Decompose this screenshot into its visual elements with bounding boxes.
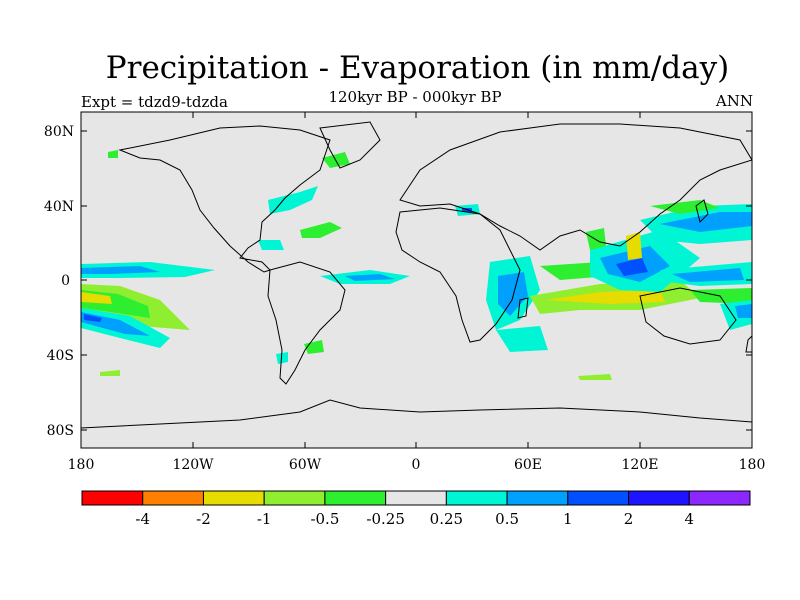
anomaly-patch bbox=[735, 304, 752, 318]
colorbar-label: -0.25 bbox=[366, 510, 404, 528]
anomaly-patch bbox=[660, 212, 752, 232]
colorbar-label: -0.5 bbox=[310, 510, 339, 528]
lat-tick-label: 40S bbox=[47, 348, 74, 364]
lon-tick-label: 60E bbox=[514, 457, 542, 473]
colorbar-swatch bbox=[385, 490, 447, 506]
japan-outline bbox=[695, 199, 709, 223]
anomaly-patch bbox=[276, 352, 288, 364]
lat-tick-label: 80S bbox=[47, 423, 74, 439]
colorbar-swatch bbox=[202, 490, 265, 506]
lat-tick-label: 0 bbox=[61, 273, 70, 289]
colorbar bbox=[81, 490, 751, 506]
anomaly-patch bbox=[690, 288, 752, 304]
colorbar-swatch bbox=[263, 490, 326, 506]
anomaly-patch bbox=[81, 292, 112, 304]
colorbar-swatch bbox=[324, 490, 387, 506]
chart-title: Precipitation - Evaporation (in mm/day) bbox=[105, 50, 730, 86]
tick-marks bbox=[80, 112, 753, 448]
coastlines bbox=[80, 121, 753, 429]
colorbar-label: 0.25 bbox=[430, 510, 463, 528]
colorbar-label: 1 bbox=[563, 510, 573, 528]
lon-tick-label: 0 bbox=[412, 457, 421, 473]
colorbar-label: -2 bbox=[196, 510, 211, 528]
colorbar-swatch bbox=[628, 490, 690, 506]
anomaly-patches bbox=[81, 150, 752, 380]
colorbar-label: -4 bbox=[135, 510, 150, 528]
lat-tick-label: 80N bbox=[44, 124, 74, 140]
anomaly-patch bbox=[258, 240, 284, 250]
anomaly-patch bbox=[578, 374, 612, 380]
lon-tick-label: 120E bbox=[622, 457, 659, 473]
experiment-label: Expt = tdzd9-tdzda bbox=[81, 93, 228, 111]
lon-tick-label: 180 bbox=[739, 457, 766, 473]
colorbar-swatch bbox=[142, 490, 204, 506]
anomaly-patch bbox=[616, 258, 648, 276]
colorbar-label: 4 bbox=[684, 510, 694, 528]
anomaly-patch bbox=[586, 228, 606, 250]
lon-tick-label: 180 bbox=[68, 457, 95, 473]
anomaly-patch bbox=[545, 290, 665, 304]
antarctica-outline bbox=[80, 399, 753, 429]
season-label: ANN bbox=[715, 92, 753, 110]
colorbar-swatch bbox=[506, 490, 569, 506]
australia-outline bbox=[639, 287, 737, 345]
africa-outline bbox=[395, 207, 521, 343]
colorbar-label: -1 bbox=[257, 510, 272, 528]
anomaly-patch bbox=[345, 274, 395, 281]
eurasia-outline bbox=[399, 123, 753, 251]
south-america-outline bbox=[267, 261, 346, 385]
anomaly-patch bbox=[650, 200, 720, 214]
colorbar-swatch bbox=[688, 490, 751, 506]
greenland-outline bbox=[319, 121, 381, 169]
colorbar-swatch bbox=[567, 490, 630, 506]
colorbar-label: 0.5 bbox=[495, 510, 519, 528]
anomaly-patch bbox=[496, 326, 548, 352]
anomaly-patch bbox=[81, 266, 160, 274]
lat-tick-label: 40N bbox=[44, 199, 74, 215]
anomaly-patch bbox=[100, 370, 120, 376]
anomaly-patch bbox=[108, 150, 118, 158]
north-america-outline bbox=[118, 125, 331, 273]
lon-tick-label: 60W bbox=[289, 457, 322, 473]
anomaly-patch bbox=[498, 272, 528, 316]
colorbar-swatch bbox=[81, 490, 144, 506]
anomaly-patch bbox=[672, 268, 744, 282]
colorbar-label: 2 bbox=[624, 510, 634, 528]
anomaly-patch bbox=[304, 340, 324, 354]
chart-subtitle: 120kyr BP - 000kyr BP bbox=[328, 88, 502, 106]
anomaly-patch bbox=[84, 314, 102, 322]
colorbar-swatch bbox=[445, 490, 508, 506]
anomaly-patch bbox=[268, 186, 318, 214]
lon-tick-label: 120W bbox=[172, 457, 214, 473]
madagascar-outline bbox=[517, 297, 529, 319]
anomaly-patch bbox=[300, 222, 342, 238]
